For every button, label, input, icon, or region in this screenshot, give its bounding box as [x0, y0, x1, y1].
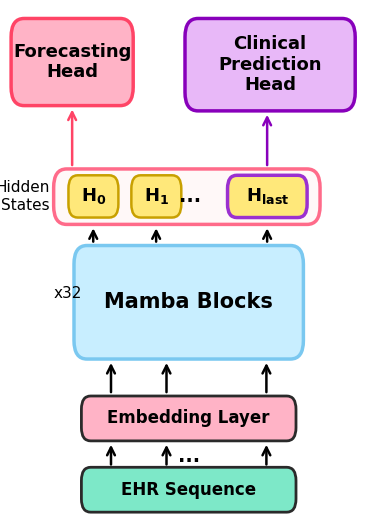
FancyBboxPatch shape	[228, 175, 307, 218]
Text: EHR Sequence: EHR Sequence	[121, 480, 256, 499]
FancyBboxPatch shape	[185, 18, 355, 111]
FancyBboxPatch shape	[81, 396, 296, 441]
Text: $\mathbf{H_1}$: $\mathbf{H_1}$	[144, 186, 169, 206]
Text: Embedding Layer: Embedding Layer	[107, 409, 270, 428]
Text: x32: x32	[54, 286, 82, 300]
Text: ...: ...	[178, 447, 200, 466]
Text: $\mathbf{H_0}$: $\mathbf{H_0}$	[81, 186, 106, 206]
FancyBboxPatch shape	[131, 175, 181, 218]
FancyBboxPatch shape	[68, 175, 118, 218]
FancyBboxPatch shape	[11, 18, 133, 106]
Text: Mamba Blocks: Mamba Blocks	[104, 293, 273, 312]
FancyBboxPatch shape	[74, 246, 303, 359]
Text: Forecasting
Head: Forecasting Head	[13, 43, 131, 81]
Text: Hidden
States: Hidden States	[0, 180, 50, 213]
Text: ...: ...	[179, 187, 202, 206]
FancyBboxPatch shape	[54, 169, 320, 224]
FancyBboxPatch shape	[81, 467, 296, 512]
Text: $\mathbf{H_{last}}$: $\mathbf{H_{last}}$	[246, 186, 289, 206]
Text: Clinical
Prediction
Head: Clinical Prediction Head	[218, 35, 322, 95]
